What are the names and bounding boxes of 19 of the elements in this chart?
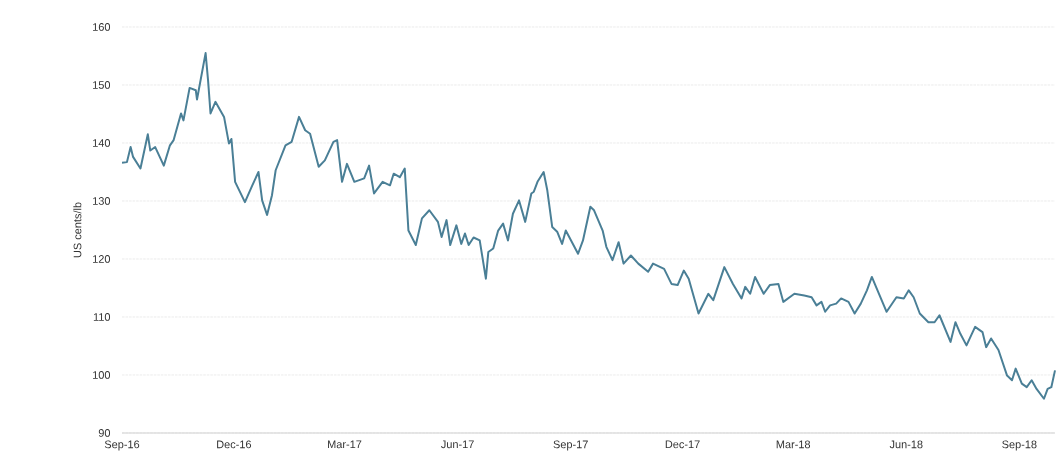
x-tick-label: Jun-18	[889, 440, 923, 449]
x-tick-label: Dec-16	[217, 440, 252, 449]
y-axis-title: US cents/lb	[73, 202, 82, 258]
y-tick-label: 140	[93, 139, 111, 147]
y-tick-label: 150	[93, 81, 111, 89]
y-tick-label: 120	[93, 255, 111, 263]
x-tick-label: Sep-18	[1002, 440, 1037, 451]
y-tick-label: 160	[93, 23, 111, 31]
x-tick-label: Dec-17	[665, 440, 700, 449]
y-tick-label: 130	[93, 197, 111, 205]
x-tick-label: Mar-17	[328, 440, 362, 449]
y-tick-label: 100	[93, 371, 111, 379]
x-tick-label: Sep-17	[553, 440, 588, 451]
x-tick-label: Jun-17	[441, 440, 474, 449]
x-tick-label: Mar-18	[776, 440, 811, 449]
y-tick-label: 90	[98, 429, 111, 437]
y-tick-label: 110	[93, 313, 111, 321]
x-tick-label: Sep-16	[104, 440, 140, 451]
line-series	[121, 52, 1057, 400]
